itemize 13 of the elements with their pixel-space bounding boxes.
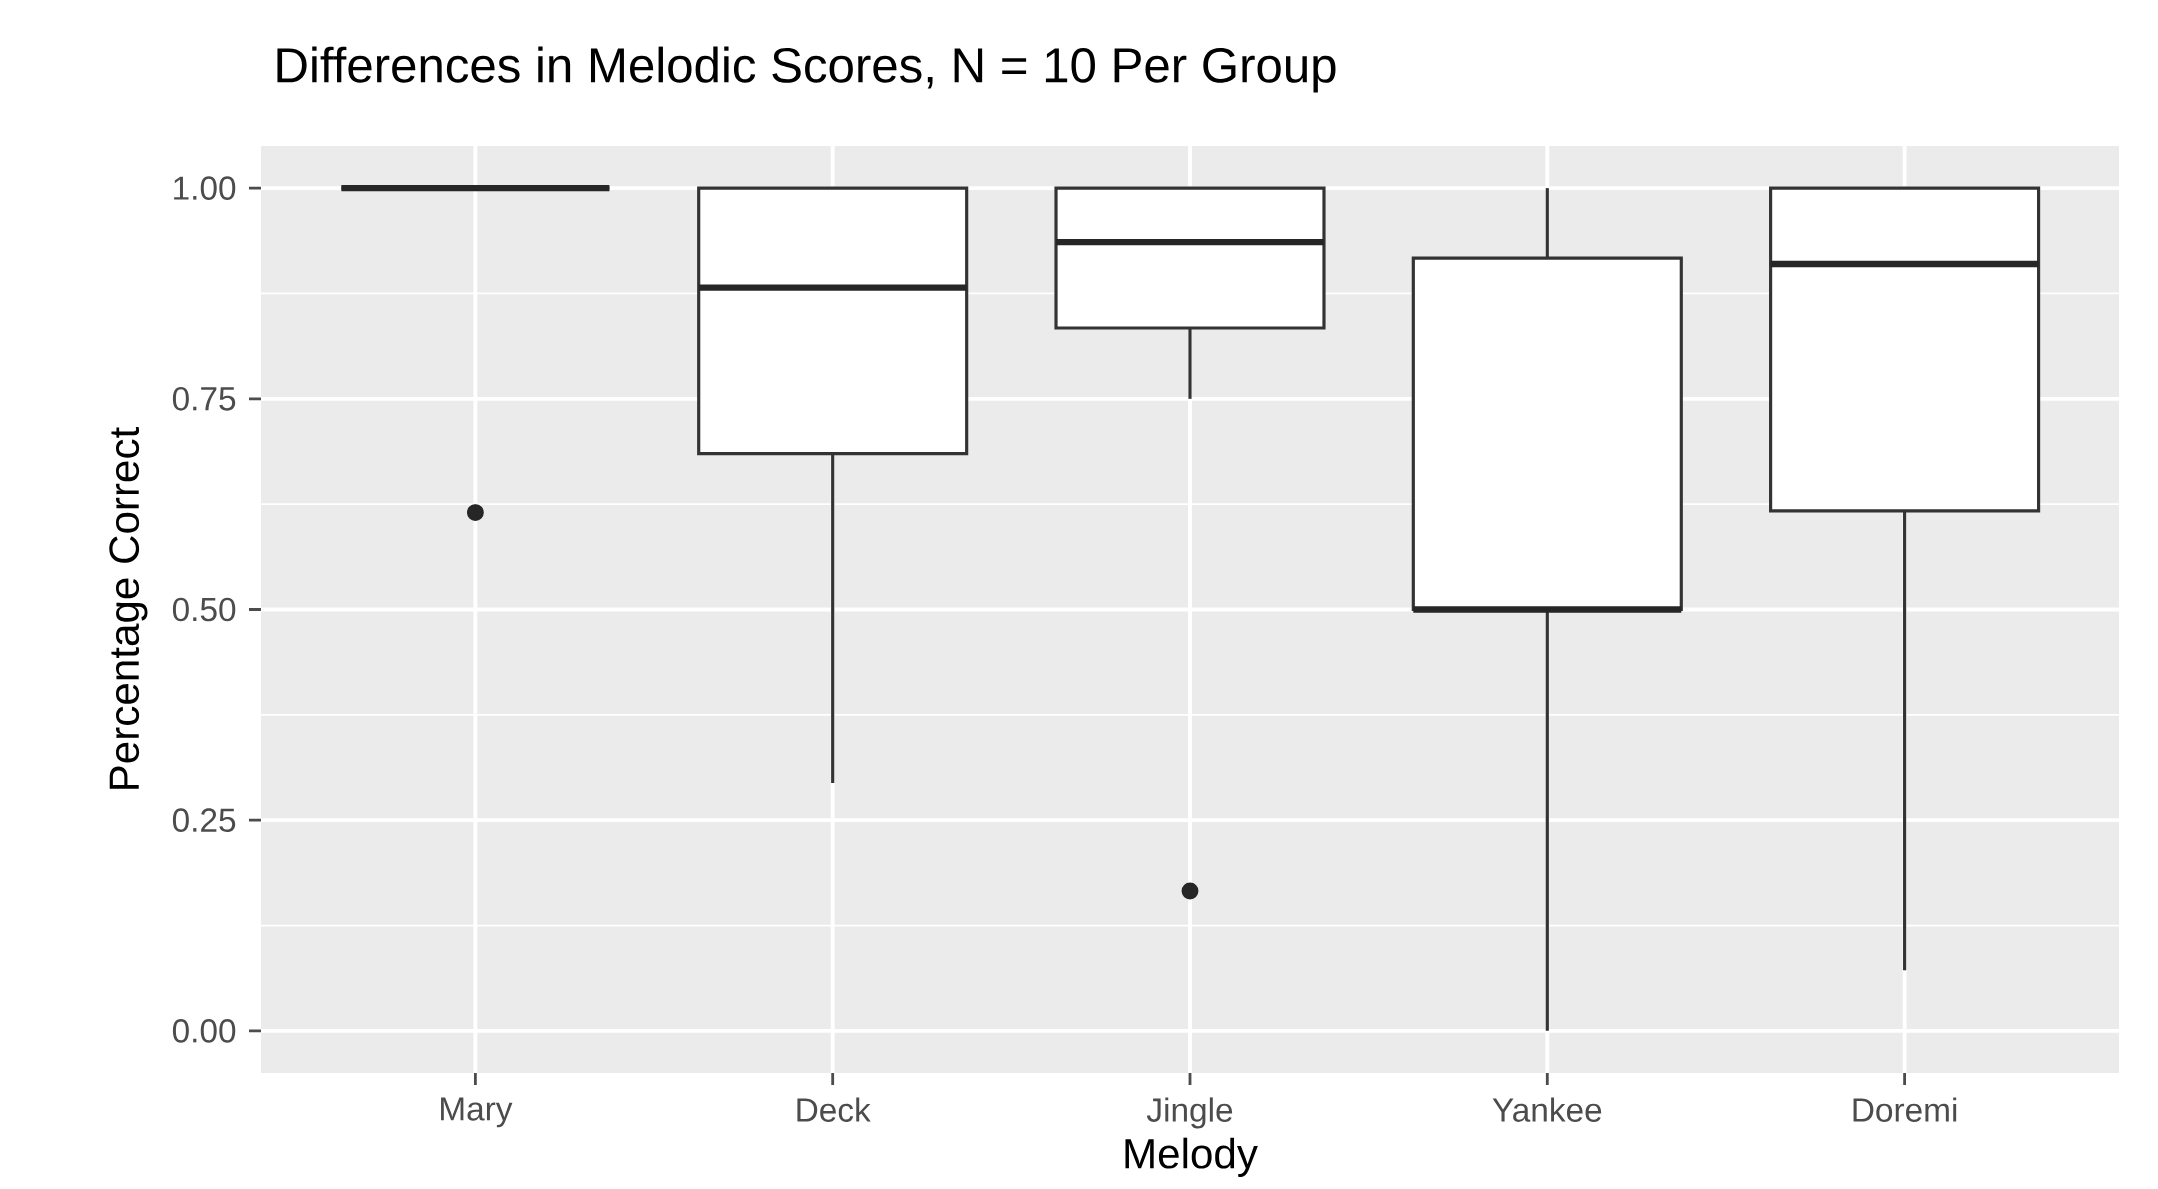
y-axis-title: Percentage Correct [109, 427, 148, 789]
x-tick-label: Deck [797, 1097, 871, 1122]
x-tick-label: Doremi [1853, 1097, 1957, 1122]
x-tick-label: Mary [441, 1097, 513, 1128]
x-axis-title: Melody [1125, 1137, 1258, 1177]
x-tick-label: Jingle [1146, 1097, 1233, 1129]
y-tick-label: 0.25 [172, 808, 236, 832]
x-tick-label: Yankee [1492, 1097, 1602, 1122]
y-tick-label: 1.00 [174, 176, 236, 200]
chart-title: Differences in Melodic Scores, N = 10 Per Group [277, 46, 1336, 93]
y-tick-label: 0.75 [172, 386, 236, 411]
y-tick-label: 0.50 [172, 597, 236, 622]
y-tick-label: 0.00 [172, 1019, 236, 1043]
